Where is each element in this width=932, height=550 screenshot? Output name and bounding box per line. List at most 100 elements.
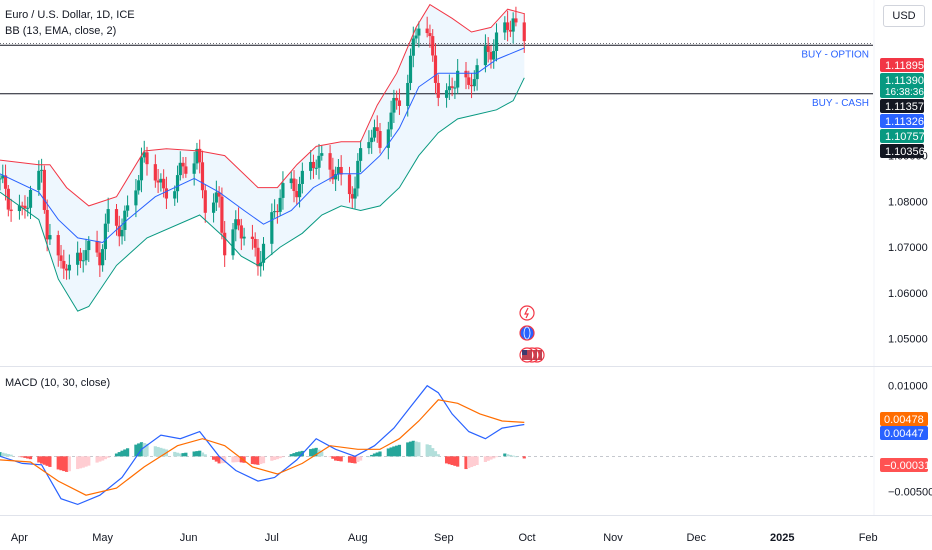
histogram-bar — [367, 456, 371, 458]
candle-body — [522, 22, 526, 42]
candle-body — [162, 178, 166, 189]
candle-body — [456, 70, 460, 88]
candle-body — [281, 183, 285, 198]
histogram-bar — [386, 448, 390, 457]
candle-body — [508, 29, 512, 32]
price-badge-text-0: 1.11895 — [885, 60, 924, 72]
candle-body — [483, 46, 488, 66]
histogram-bar — [281, 456, 285, 458]
candle-body — [389, 112, 393, 130]
candle-body — [408, 55, 413, 83]
candle-body — [370, 137, 374, 143]
histogram-bar — [192, 451, 196, 457]
histogram-bar — [259, 456, 263, 465]
bollinger-legend[interactable]: BB (13, EMA, close, 2) — [5, 25, 117, 37]
histogram-bar — [261, 456, 266, 464]
histogram-bar — [28, 456, 33, 460]
histogram-bar — [40, 456, 44, 464]
histogram-bar — [37, 456, 41, 463]
histogram-bar — [425, 444, 429, 457]
candle-body — [87, 240, 91, 251]
candle-body — [464, 70, 468, 78]
histogram-bar — [98, 456, 102, 462]
histogram-bar — [372, 453, 377, 457]
histogram-bar — [472, 456, 476, 467]
candle-body — [78, 252, 83, 261]
histogram-bar — [211, 456, 216, 460]
histogram-bar — [159, 447, 163, 457]
candle-body — [444, 90, 449, 98]
candle-body — [137, 180, 141, 191]
candle-body — [26, 207, 30, 209]
candle-body — [62, 260, 66, 269]
time-tick-label-6: Oct — [518, 532, 535, 544]
candle-body — [139, 157, 144, 181]
candle-body — [511, 18, 515, 32]
candle-body — [42, 169, 46, 210]
macd-badge-text-2: −0.00031 — [884, 460, 930, 472]
price-badge-countdown: 16:38:36 — [885, 87, 924, 98]
price-badge-3 — [880, 114, 924, 128]
histogram-bar — [175, 452, 180, 457]
pane-divider[interactable] — [0, 366, 932, 367]
candle-body — [506, 22, 510, 30]
histogram-bar — [356, 456, 360, 462]
candle-body — [173, 191, 177, 199]
price-badge-1 — [880, 73, 924, 98]
histogram-bar — [370, 454, 374, 457]
candle-body — [467, 77, 471, 85]
price-badge-2 — [880, 99, 924, 113]
candle-body — [76, 252, 80, 265]
candle-body — [95, 240, 99, 253]
time-tick-label-5: Sep — [434, 532, 454, 544]
candle-body — [503, 22, 507, 33]
candle-body — [123, 210, 127, 230]
candle-body — [339, 166, 343, 175]
histogram-bar — [95, 456, 99, 463]
candle-body — [469, 84, 474, 87]
candle-body — [40, 169, 44, 171]
histogram-bar — [453, 456, 457, 466]
candle-body — [514, 18, 518, 23]
candle-body — [236, 219, 241, 226]
histogram-bar — [414, 441, 418, 457]
histogram-bar — [6, 454, 10, 457]
candle-body — [297, 183, 302, 198]
candle-body — [103, 223, 108, 250]
histogram-bar — [492, 456, 496, 459]
time-tick-label-2: Jun — [180, 532, 198, 544]
histogram-bar — [406, 442, 410, 457]
candle-body — [98, 252, 102, 266]
candle-body — [334, 174, 338, 180]
histogram-bar — [450, 456, 454, 466]
candle-body — [433, 55, 438, 83]
histogram-bar — [220, 456, 224, 464]
macd-legend[interactable]: MACD (10, 30, close) — [5, 377, 111, 389]
currency-selector[interactable]: USD — [883, 5, 925, 27]
histogram-bar — [106, 456, 110, 458]
histogram-bar — [511, 455, 515, 457]
histogram-bar — [153, 446, 157, 457]
histogram-bar — [217, 456, 221, 464]
candle-body — [234, 219, 238, 230]
histogram-bar — [295, 452, 299, 457]
candle-body — [45, 209, 49, 240]
candle-body — [447, 86, 451, 91]
time-tick-label-7: Nov — [603, 532, 623, 544]
candle-body — [417, 28, 421, 36]
histogram-bar — [195, 451, 199, 457]
price-badge-text-1: 1.11390 — [885, 75, 924, 87]
candle-body — [256, 247, 260, 267]
candle-body — [309, 161, 313, 171]
histogram-bar — [444, 456, 449, 464]
histogram-bar — [353, 456, 357, 464]
candle-body — [120, 229, 124, 237]
candle-body — [428, 33, 432, 37]
histogram-bar — [48, 456, 52, 467]
macd-badge-1 — [880, 426, 928, 440]
price-badge-text-3: 1.11326 — [885, 116, 924, 128]
candles — [0, 6, 526, 280]
histogram-bar — [433, 451, 438, 457]
